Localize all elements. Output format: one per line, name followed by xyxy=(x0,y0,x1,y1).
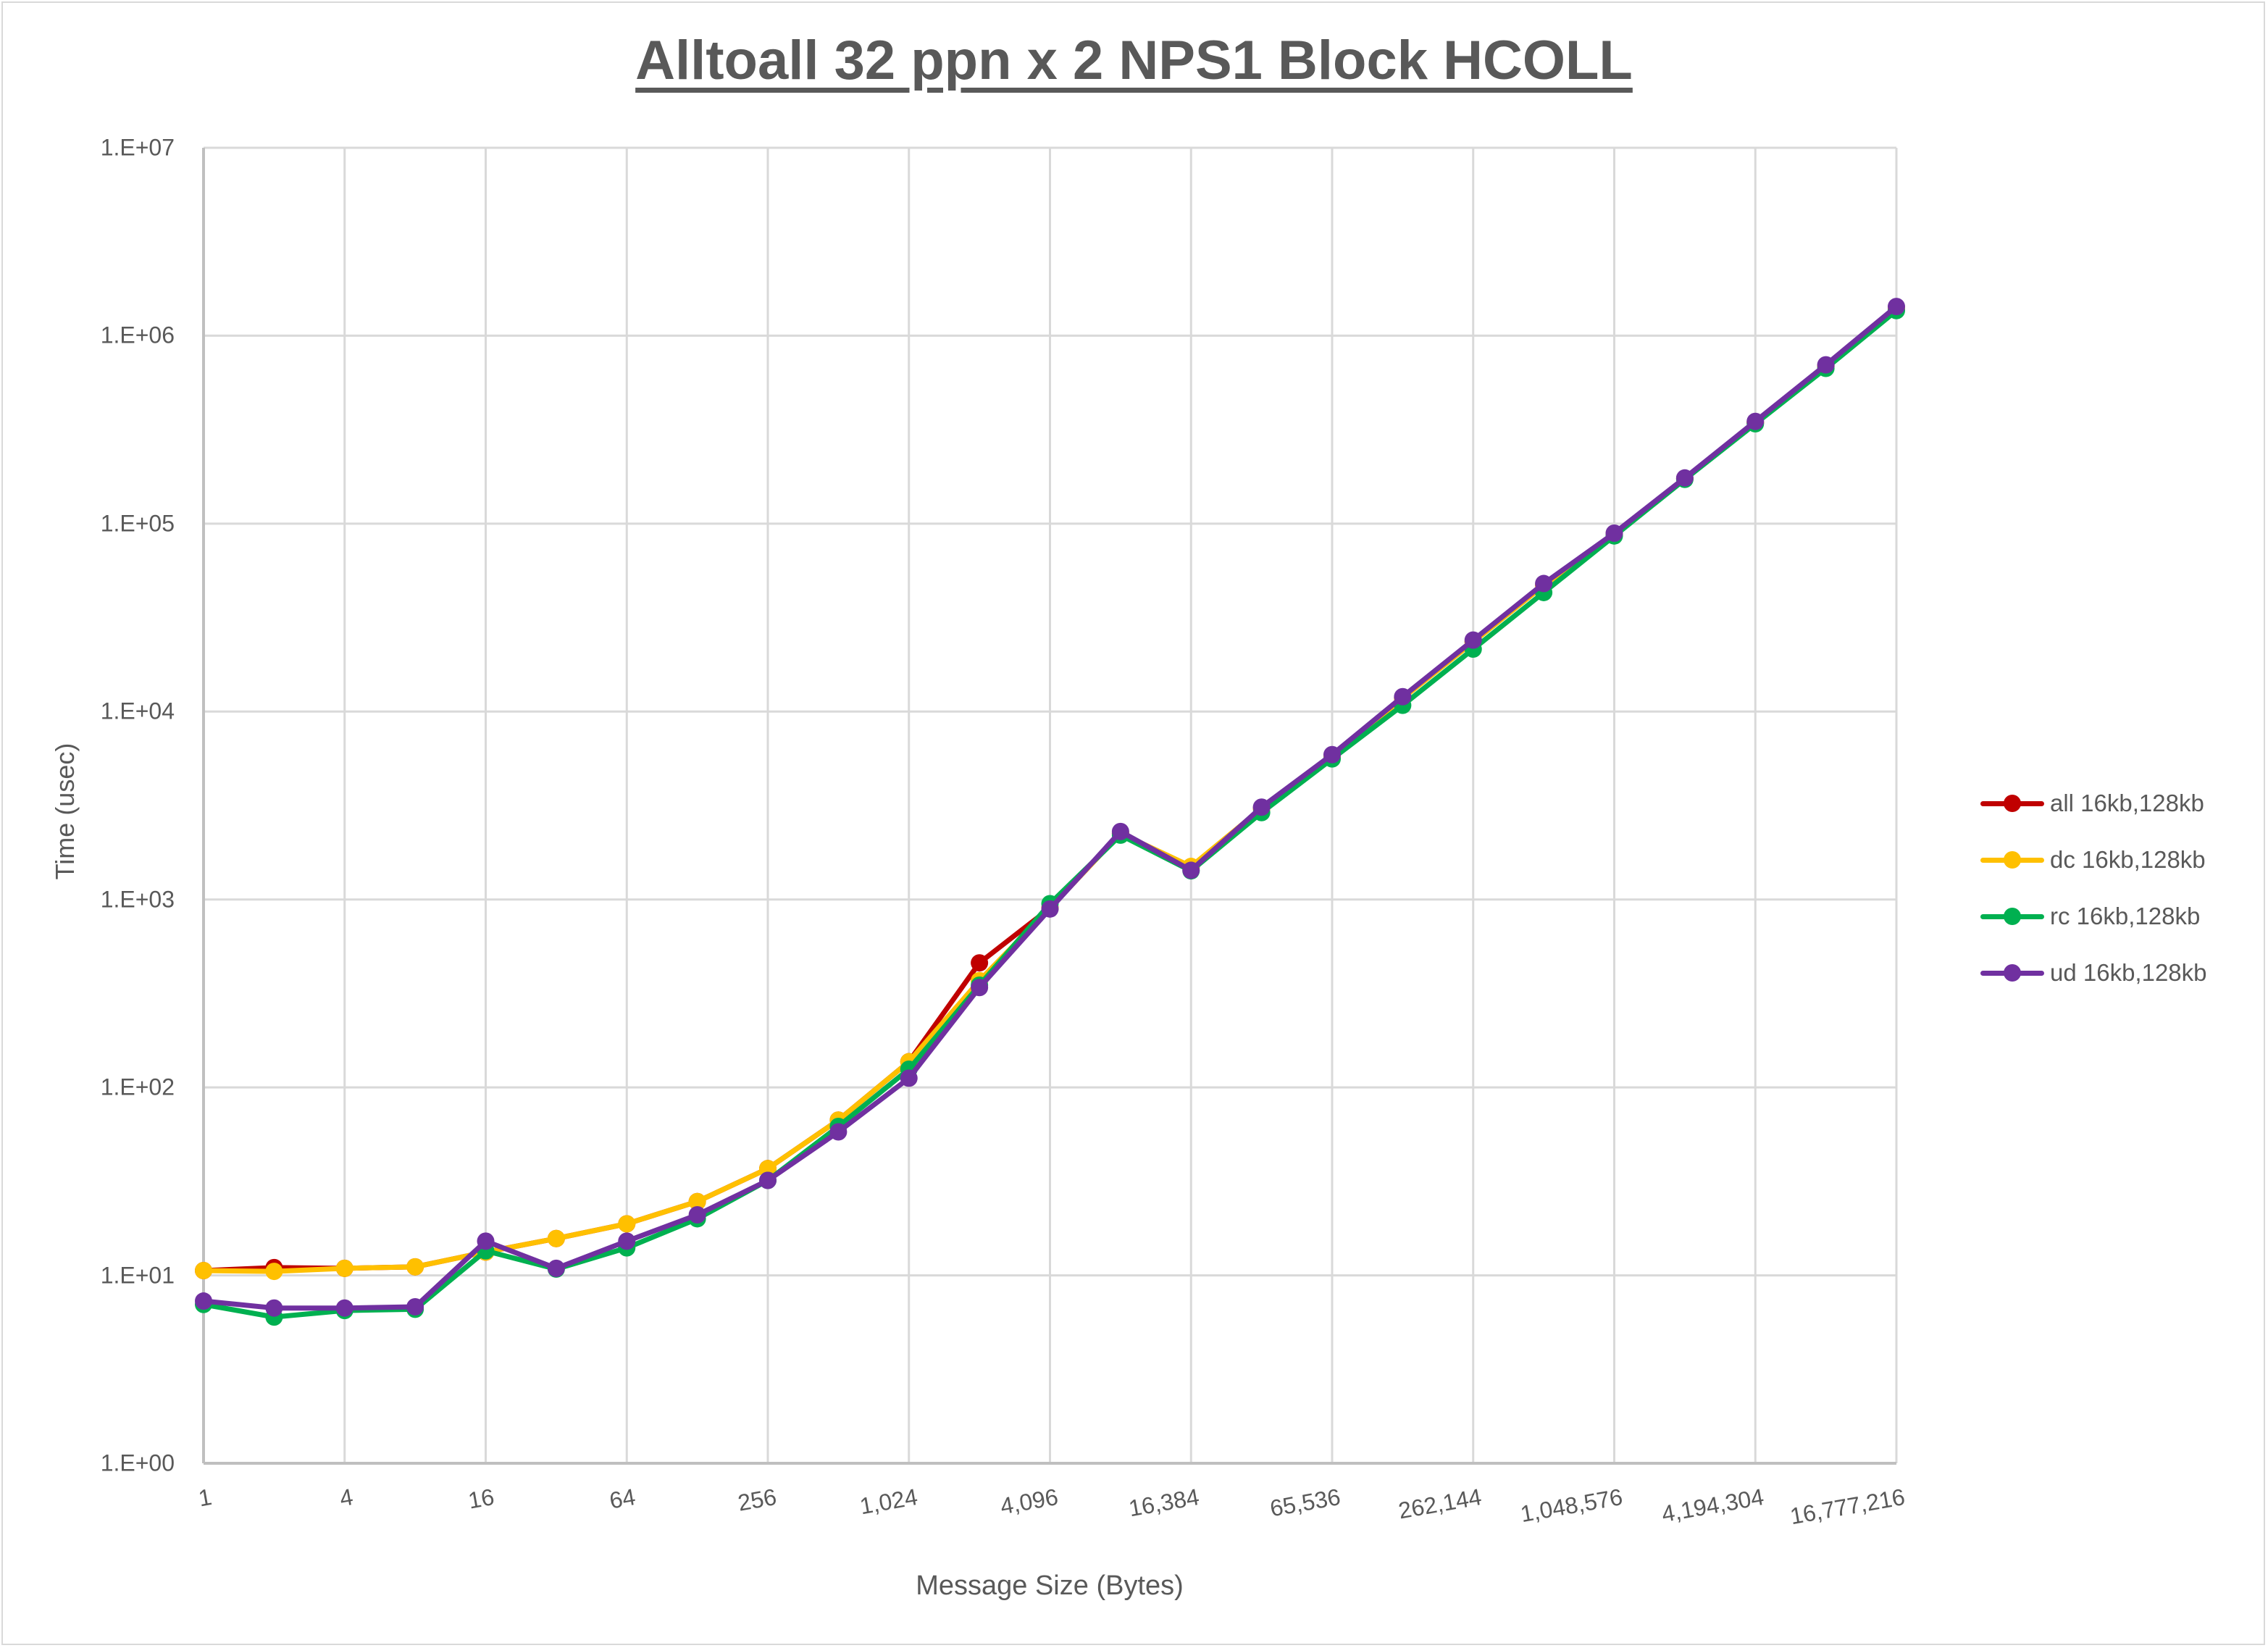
data-point-marker xyxy=(1323,745,1341,764)
legend-item: dc 16kb,128kb xyxy=(1978,832,2207,888)
data-point-marker xyxy=(1888,298,1905,316)
legend: all 16kb,128kb dc 16kb,128kb rc 16kb,128kb… xyxy=(1978,775,2207,1001)
y-tick-label: 1.E+06 xyxy=(100,322,175,348)
y-tick-label: 1.E+01 xyxy=(100,1262,175,1289)
data-point-marker xyxy=(265,1263,283,1281)
data-point-marker xyxy=(1746,412,1765,430)
data-point-marker xyxy=(1464,631,1482,649)
data-point-marker xyxy=(335,1299,353,1317)
data-point-marker xyxy=(477,1232,495,1250)
data-point-marker xyxy=(406,1298,424,1316)
legend-item: rc 16kb,128kb xyxy=(1978,888,2207,945)
data-point-marker xyxy=(1535,574,1553,593)
chart-title: Alltoall 32 ppn x 2 NPS1 Block HCOLL xyxy=(635,30,1633,91)
data-point-marker xyxy=(547,1259,565,1277)
data-point-marker xyxy=(265,1299,283,1317)
data-point-marker xyxy=(335,1259,353,1277)
data-point-marker xyxy=(1675,469,1694,487)
legend-label: rc 16kb,128kb xyxy=(2050,903,2201,929)
legend-label: ud 16kb,128kb xyxy=(2050,959,2207,986)
y-tick-label: 1.E+02 xyxy=(100,1074,175,1100)
y-tick-label: 1.E+05 xyxy=(100,510,175,537)
data-point-marker xyxy=(1394,687,1412,706)
data-point-marker xyxy=(618,1215,636,1233)
legend-label: dc 16kb,128kb xyxy=(2050,846,2206,873)
data-point-marker xyxy=(1817,356,1835,374)
data-point-marker xyxy=(618,1232,636,1250)
data-point-marker xyxy=(547,1229,565,1247)
data-point-marker xyxy=(900,1069,918,1087)
data-point-marker xyxy=(1182,861,1200,879)
legend-item: ud 16kb,128kb xyxy=(1978,945,2207,1001)
y-tick-label: 1.E+04 xyxy=(100,698,175,724)
y-tick-label: 1.E+03 xyxy=(100,886,175,913)
y-tick-label: 1.E+07 xyxy=(100,134,175,161)
legend-marker-icon xyxy=(1978,905,2047,927)
data-point-marker xyxy=(829,1123,848,1141)
data-point-marker xyxy=(195,1262,212,1280)
data-point-marker xyxy=(1111,822,1129,840)
data-point-marker xyxy=(195,1292,212,1310)
legend-item: all 16kb,128kb xyxy=(1978,775,2207,832)
data-point-marker xyxy=(1605,524,1623,542)
data-point-marker xyxy=(971,979,989,997)
x-axis-title: Message Size (Bytes) xyxy=(916,1570,1184,1601)
y-tick-label: 1.E+00 xyxy=(100,1450,175,1476)
data-point-marker xyxy=(759,1171,777,1189)
data-point-marker xyxy=(1252,798,1271,816)
data-point-marker xyxy=(688,1205,706,1224)
legend-label: all 16kb,128kb xyxy=(2050,790,2204,816)
data-point-marker xyxy=(1041,900,1059,918)
legend-marker-icon xyxy=(1978,962,2047,984)
legend-marker-icon xyxy=(1978,792,2047,814)
legend-marker-icon xyxy=(1978,849,2047,871)
data-point-marker xyxy=(406,1258,424,1276)
data-point-marker xyxy=(971,954,989,972)
data-point-marker xyxy=(688,1192,706,1210)
